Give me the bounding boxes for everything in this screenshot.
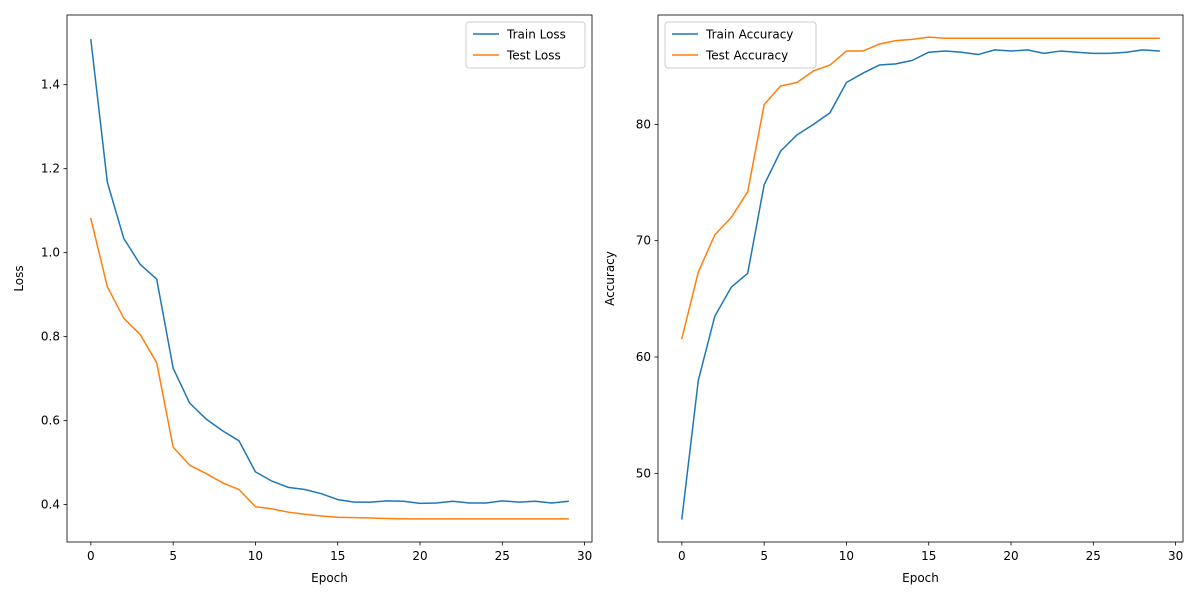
series-line-0 xyxy=(681,49,1160,520)
legend-box xyxy=(664,21,817,69)
x-axis-label: Epoch xyxy=(311,571,348,585)
y-tick-label: 0.8 xyxy=(41,330,60,344)
y-tick-label: 60 xyxy=(636,350,651,364)
x-tick-label: 10 xyxy=(839,549,854,563)
y-tick-label: 70 xyxy=(636,234,651,248)
loss-chart: 0 5 10 15 20 25 30 0.4 0.6 0.8 1.0 1.2 1.4 Epoch Loss T… xyxy=(12,14,593,585)
y-tick-label: 80 xyxy=(636,117,651,131)
x-tick-label: 25 xyxy=(1086,549,1101,563)
x-tick-label: 5 xyxy=(169,549,177,563)
accuracy-chart: 0 5 10 15 20 25 30 50 60 70 80 Epoch Accuracy Train A… xyxy=(603,14,1184,585)
y-tick-label: 0.6 xyxy=(41,414,60,428)
series-line-0 xyxy=(90,38,569,505)
plot-frame xyxy=(66,14,593,543)
legend-label-1: Test Loss xyxy=(506,49,561,63)
x-tick-label: 0 xyxy=(678,549,686,563)
series-line-1 xyxy=(89,217,569,520)
x-tick-label: 25 xyxy=(495,549,510,563)
legend: Train Loss Test Loss xyxy=(465,21,586,69)
x-tick-label: 10 xyxy=(248,549,263,563)
x-tick-label: 5 xyxy=(760,549,768,563)
x-tick-label: 15 xyxy=(330,549,345,563)
plot-frame xyxy=(657,14,1184,543)
y-tick-label: 0.4 xyxy=(41,498,60,512)
series-line-1 xyxy=(680,36,1160,340)
legend-label-0: Train Accuracy xyxy=(705,28,793,42)
x-tick-label: 20 xyxy=(412,549,427,563)
y-tick-label: 50 xyxy=(636,466,651,480)
legend: Train Accuracy Test Accuracy xyxy=(664,21,817,69)
x-tick-label: 30 xyxy=(577,549,592,563)
y-tick-label: 1.2 xyxy=(41,162,60,176)
x-tick-label: 0 xyxy=(87,549,95,563)
y-axis-label: Accuracy xyxy=(603,251,617,306)
x-tick-label: 20 xyxy=(1003,549,1018,563)
x-axis-label: Epoch xyxy=(902,571,939,585)
y-tick-label: 1.4 xyxy=(41,78,60,92)
x-tick-label: 30 xyxy=(1168,549,1183,563)
y-axis-label: Loss xyxy=(12,265,26,291)
x-tick-label: 15 xyxy=(921,549,936,563)
legend-label-1: Test Accuracy xyxy=(705,49,788,63)
y-tick-label: 1.0 xyxy=(41,246,60,260)
legend-label-0: Train Loss xyxy=(506,28,566,42)
